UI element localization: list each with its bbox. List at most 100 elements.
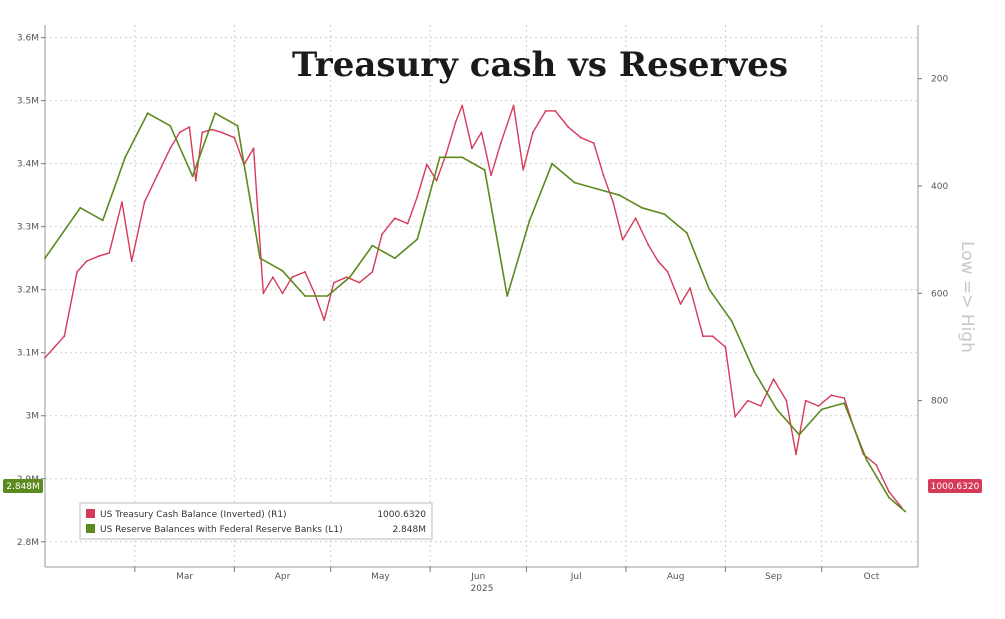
data-point-reserves — [349, 276, 351, 278]
x-tick-label: Sep — [765, 572, 782, 582]
data-point-cash — [252, 147, 255, 150]
data-point-reserves — [169, 124, 172, 127]
legend-swatch-cash — [86, 509, 95, 518]
right-axis-side-label: Low => High — [957, 241, 977, 353]
left-tick-label: 3.3M — [17, 223, 39, 233]
data-point-reserves — [416, 238, 419, 241]
data-point-cash — [724, 346, 727, 348]
x-tick-label: Oct — [864, 572, 880, 582]
data-point-cash — [689, 287, 691, 289]
data-point-cash — [804, 399, 807, 402]
data-point-cash — [817, 405, 820, 407]
data-point-reserves — [44, 257, 46, 260]
axes: 3.6M3.5M3.4M3.3M3.2M3.1M3M2.9M2.8M200400… — [17, 25, 948, 582]
data-point-cash — [156, 174, 159, 177]
data-point-cash — [592, 142, 595, 145]
data-point-reserves — [904, 510, 907, 513]
data-point-cash — [272, 276, 274, 279]
data-point-cash — [262, 292, 265, 295]
data-point-cash — [345, 276, 348, 279]
data-point-cash — [233, 136, 236, 139]
data-point-cash — [169, 147, 172, 150]
data-point-cash — [358, 281, 361, 284]
data-point-reserves — [528, 219, 531, 222]
x-axis-year-label: 2025 — [471, 584, 494, 594]
data-point-cash — [333, 281, 335, 284]
data-point-cash — [304, 271, 306, 273]
right-tick-label: 400 — [931, 182, 948, 192]
data-point-cash — [734, 415, 736, 418]
x-tick-label: Apr — [275, 572, 291, 582]
data-point-reserves — [281, 269, 284, 272]
data-point-cash — [371, 271, 374, 273]
data-point-cash — [702, 335, 704, 338]
right-tick-label: 600 — [931, 289, 948, 299]
series-layer — [44, 104, 907, 513]
data-point-cash — [44, 356, 46, 359]
data-point-reserves — [551, 162, 553, 165]
data-point-reserves — [888, 496, 890, 499]
data-point-cash — [130, 260, 133, 262]
legend-label-cash: US Treasury Cash Balance (Inverted) (R1) — [100, 510, 287, 520]
legend-value-reserves: 2.848M — [392, 525, 426, 535]
data-point-cash — [634, 217, 637, 220]
data-point-cash — [657, 260, 659, 262]
data-point-cash — [747, 399, 749, 402]
data-point-cash — [795, 453, 797, 456]
right-tick-label: 800 — [931, 397, 948, 407]
data-point-cash — [108, 252, 111, 255]
data-point-cash — [843, 397, 846, 399]
data-point-cash — [602, 174, 605, 177]
data-point-cash — [711, 335, 714, 338]
data-point-cash — [772, 378, 775, 381]
data-point-cash — [461, 104, 464, 107]
data-point-reserves — [843, 402, 846, 404]
data-point-cash — [393, 217, 396, 220]
data-point-cash — [544, 110, 547, 112]
data-point-cash — [63, 335, 66, 338]
data-point-cash — [435, 179, 438, 182]
data-point-cash — [201, 131, 204, 134]
data-point-cash — [445, 152, 448, 155]
data-point-reserves — [393, 257, 396, 260]
data-point-reserves — [730, 320, 733, 323]
data-point-cash — [281, 292, 284, 295]
data-point-cash — [679, 303, 682, 305]
data-point-reserves — [820, 408, 823, 411]
data-point-cash — [621, 238, 624, 241]
data-point-reserves — [573, 181, 576, 184]
data-point-reserves — [798, 433, 801, 436]
data-point-cash — [666, 271, 669, 273]
data-point-reserves — [686, 232, 688, 234]
grid — [45, 25, 918, 567]
data-point-cash — [211, 128, 213, 131]
data-point-reserves — [506, 295, 509, 297]
data-point-cash — [188, 126, 191, 128]
data-point-cash — [888, 491, 890, 493]
right-tick-label: 200 — [931, 75, 948, 85]
data-point-cash — [471, 147, 473, 150]
data-point-reserves — [641, 206, 643, 209]
data-point-cash — [143, 201, 146, 204]
data-point-reserves — [596, 188, 598, 190]
left-tick-label: 3.6M — [17, 34, 39, 44]
x-tick-label: Mar — [176, 572, 193, 582]
data-point-cash — [85, 260, 88, 262]
data-point-reserves — [214, 112, 217, 115]
x-tick-label: Aug — [667, 572, 685, 582]
data-point-reserves — [236, 124, 239, 127]
series-line-reserves — [44, 112, 906, 513]
last-value-tag-cash-text: 1000.6320 — [931, 482, 980, 492]
data-point-cash — [612, 201, 614, 204]
data-point-cash — [554, 110, 557, 112]
data-point-reserves — [663, 213, 666, 216]
data-point-cash — [759, 405, 762, 407]
data-point-cash — [875, 464, 878, 466]
data-point-cash — [406, 222, 409, 225]
x-tick-label: Jun — [470, 572, 485, 582]
data-point-cash — [291, 276, 293, 279]
data-point-reserves — [124, 156, 127, 159]
data-point-reserves — [753, 370, 756, 373]
x-tick-label: Jul — [570, 572, 582, 582]
